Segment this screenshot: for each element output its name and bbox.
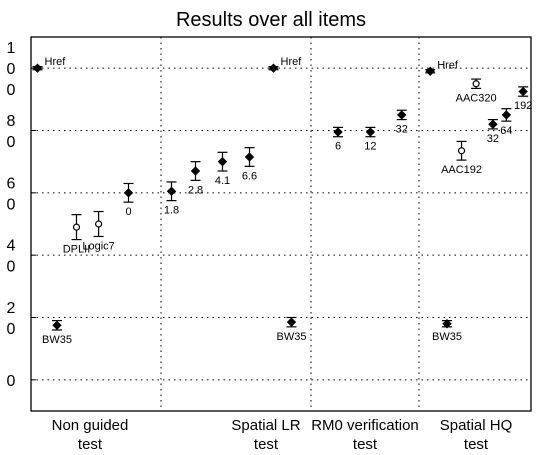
y-tick-label-line: 4	[7, 238, 16, 255]
point-label: 32	[396, 124, 408, 136]
data-point: 0	[123, 182, 134, 218]
data-point: BW35	[42, 320, 72, 346]
data-point: Href	[32, 56, 67, 73]
data-point: BW35	[432, 319, 462, 343]
x-group-label-line: RM0 verification	[311, 417, 419, 434]
y-tick-label-line: 0	[7, 61, 16, 78]
y-tick-label: 0	[7, 373, 16, 390]
point-marker-open	[457, 147, 466, 155]
point-label: 6.6	[242, 170, 257, 182]
y-tick-label: 1 0 0	[7, 40, 16, 99]
x-group-label: RM0 verification test	[311, 417, 419, 453]
point-label: 2.8	[188, 184, 203, 196]
plot-frame	[30, 36, 532, 412]
y-tick-label-line: 2	[7, 300, 16, 317]
y-tick-label-line: 0	[7, 259, 16, 276]
data-point: DPLII	[63, 214, 91, 256]
point-marker-open	[94, 220, 103, 228]
x-group-label-line: Spatial LR	[231, 417, 300, 434]
x-group-label: Spatial LR test	[231, 417, 300, 453]
y-axis-ticks: 1 0 08 06 04 02 00	[7, 40, 36, 390]
point-label: 32	[487, 133, 499, 145]
y-tick-label-line: 8	[7, 113, 16, 130]
y-tick-label-line: 1	[7, 40, 16, 57]
data-point: 6	[333, 126, 343, 153]
data-point: 64	[500, 108, 512, 137]
y-tick-label-line: 0	[7, 321, 16, 338]
point-label: 1.8	[164, 205, 179, 217]
data-point: BW35	[277, 316, 307, 343]
data-point: AAC192	[441, 140, 482, 176]
point-marker-open	[72, 223, 81, 231]
point-label: BW35	[432, 331, 462, 343]
data-point: 32	[487, 118, 499, 145]
data-point: AAC320	[456, 78, 497, 104]
point-label: 0	[125, 206, 131, 218]
x-group-label-line: test	[464, 436, 489, 453]
y-tick-label-line: 0	[7, 134, 16, 151]
point-marker-open	[472, 80, 480, 88]
data-point: Href	[425, 59, 459, 76]
y-tick-label-line: 6	[7, 175, 16, 192]
point-label: DPLII	[63, 244, 91, 256]
y-tick-label-line: 0	[7, 82, 16, 99]
x-group-label: Spatial HQ test	[440, 417, 513, 453]
point-label: Href	[281, 56, 303, 68]
data-point: 192	[514, 86, 532, 112]
x-group-label: Non guided test	[52, 417, 129, 453]
x-group-label-line: test	[353, 436, 378, 453]
y-tick-label-line: 0	[7, 196, 16, 213]
grid-layer	[31, 37, 531, 411]
data-point: 32	[396, 109, 408, 136]
y-tick-label-line: 0	[7, 373, 16, 390]
point-label: 12	[364, 141, 376, 153]
point-label: Href	[437, 59, 459, 71]
point-label: BW35	[42, 334, 72, 346]
data-point: 2.8	[188, 161, 203, 196]
data-point: 1.8	[164, 181, 179, 217]
point-label: 64	[500, 125, 512, 137]
chart-title: Results over all items	[176, 9, 366, 31]
point-label: BW35	[277, 331, 307, 343]
data-point: Logic7	[82, 210, 115, 252]
point-label: AAC192	[441, 164, 482, 176]
x-group-label-line: test	[78, 436, 103, 453]
point-label: 4.1	[215, 175, 230, 187]
x-group-label-line: Non guided	[52, 417, 129, 434]
data-point: 4.1	[215, 151, 230, 187]
point-label: Href	[45, 56, 67, 68]
x-group-label-line: test	[254, 436, 279, 453]
data-point: 6.6	[242, 147, 257, 182]
data-point: Href	[268, 56, 303, 73]
point-label: AAC320	[456, 92, 497, 104]
point-label: Logic7	[82, 240, 114, 252]
data-point: 12	[364, 126, 377, 153]
x-group-label-line: Spatial HQ	[440, 417, 513, 434]
point-label: 192	[514, 100, 532, 112]
point-label: 6	[335, 141, 341, 153]
